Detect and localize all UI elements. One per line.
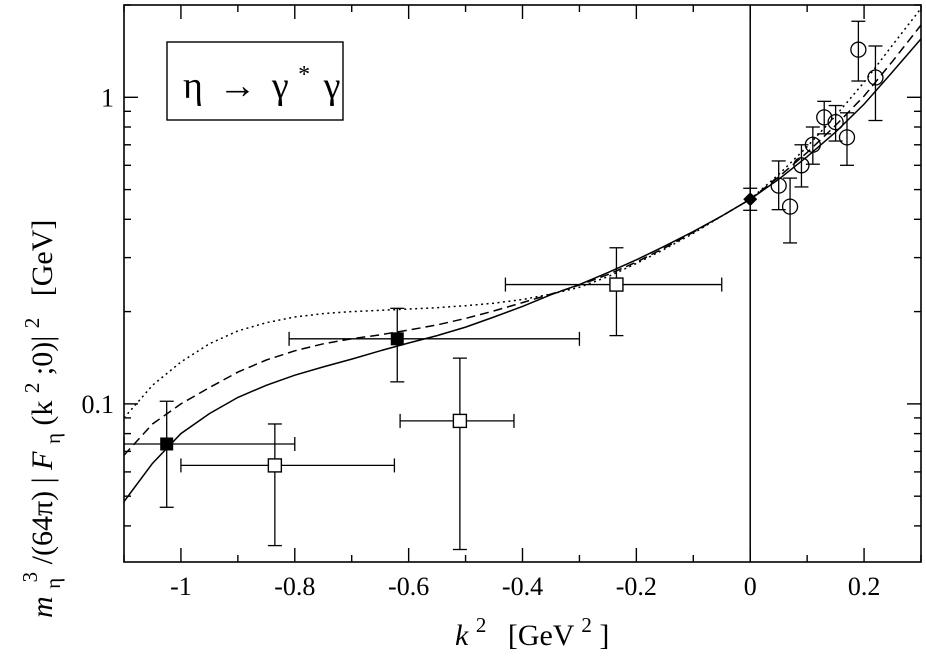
open-circle-point	[804, 126, 821, 165]
y-tick-label: 1	[101, 83, 114, 112]
legend-gamma-star: γ	[271, 65, 289, 107]
open-circle-marker	[867, 69, 884, 86]
open-circle-marker	[838, 129, 856, 146]
filled-square-marker	[390, 332, 404, 346]
open-circle-point	[838, 112, 856, 166]
filled-square-marker	[160, 437, 174, 451]
filled-square-point	[123, 400, 296, 508]
y-axis-title: m η 3 /(64π) | F η (k 2 ;0)| 2 [GeV]	[11, 220, 67, 618]
dashed-curve	[123, 24, 922, 456]
legend-star: *	[298, 62, 310, 88]
x-title-sup: 2	[476, 613, 487, 637]
y-title-unit: [GeV]	[26, 220, 59, 297]
open-circle-marker	[827, 113, 844, 131]
open-square-marker	[609, 277, 624, 292]
x-title-unit-close: ]	[599, 619, 609, 652]
filled-square-point	[288, 307, 581, 383]
x-tick-label: 0	[744, 572, 757, 601]
open-circle-marker	[793, 157, 810, 174]
filled-diamond-marker	[743, 192, 758, 207]
y-title-rest: /(64π) |	[26, 477, 59, 564]
open-circle-point	[850, 20, 867, 82]
data-points	[123, 20, 884, 551]
legend-gamma: γ	[323, 65, 341, 107]
open-circle-marker	[770, 177, 787, 194]
legend-frame	[166, 41, 344, 121]
y-title-m-sub: η	[41, 578, 65, 589]
open-circle-marker	[850, 41, 867, 58]
x-title-unit-sup: 2	[581, 613, 592, 637]
open-square-marker	[267, 458, 283, 473]
model-curves	[123, 7, 922, 503]
legend-eta: η	[183, 65, 203, 107]
open-circle-point	[781, 177, 799, 244]
y-title-F-sub: η	[41, 433, 65, 444]
legend-label: η → γ * γ	[183, 49, 340, 107]
legend-box: η → γ * γ	[166, 41, 344, 121]
y-title-F: F	[26, 451, 59, 471]
plot-frame	[123, 4, 922, 563]
y-title-F-args-close: ;0)|	[26, 336, 59, 375]
y-title-F-args: (k	[26, 401, 59, 426]
x-axis-title: k 2 [GeV 2 ]	[455, 606, 609, 652]
y-title-abs-sup: 2	[20, 318, 44, 329]
tick-labels: -1 -0.8 -0.6 -0.4 -0.2 0 0.2 0.1 1	[82, 83, 881, 601]
open-square-point	[180, 423, 396, 547]
y-title-F-args-sup: 2	[20, 383, 44, 394]
open-circle-point	[793, 144, 810, 188]
y-title-m-sup: 3	[18, 572, 42, 583]
x-tick-label: -1	[170, 572, 192, 601]
open-circle-marker	[816, 109, 833, 126]
x-title-k: k	[455, 619, 469, 652]
open-square-point	[504, 247, 723, 337]
x-tick-label: -0.4	[502, 572, 543, 601]
y-tick-label: 0.1	[82, 390, 115, 419]
open-circle-marker	[804, 136, 821, 153]
open-circle-point	[816, 100, 833, 135]
y-title-m: m	[26, 596, 59, 618]
solid-curve	[123, 38, 922, 503]
open-circle-marker	[781, 198, 799, 215]
open-square-point	[399, 357, 515, 551]
x-tick-label: -0.2	[616, 572, 657, 601]
x-title-unit: [GeV	[508, 619, 575, 652]
open-circle-point	[867, 45, 884, 122]
x-tick-label: -0.8	[274, 572, 315, 601]
legend-arrow: →	[218, 65, 256, 107]
open-square-marker	[452, 413, 468, 429]
filled-diamond-point	[743, 187, 758, 211]
x-tick-label: 0.2	[848, 572, 881, 601]
x-tick-label: -0.6	[388, 572, 429, 601]
